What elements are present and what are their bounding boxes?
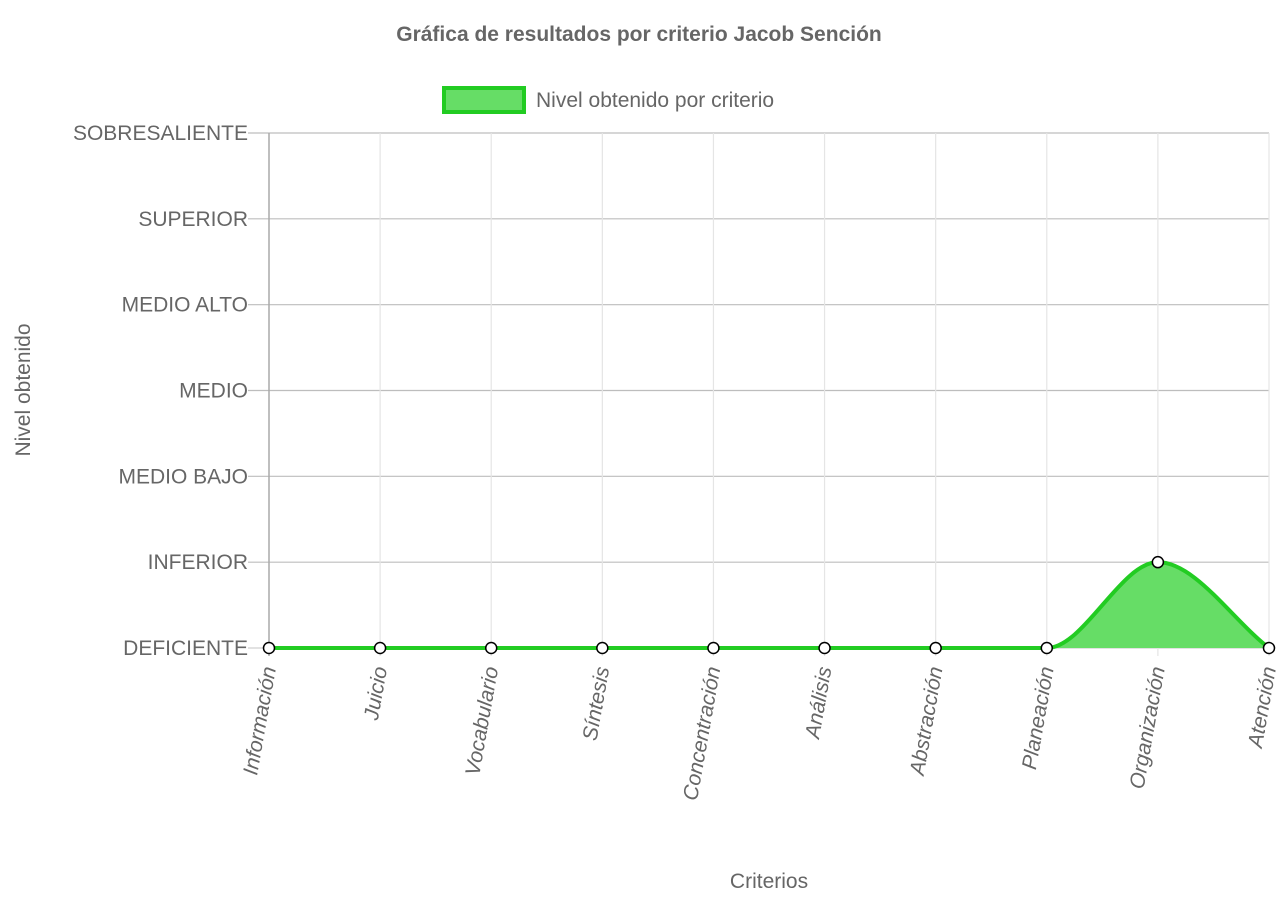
data-point[interactable] [596, 641, 609, 655]
x-tick-label: Vocabulario [461, 665, 503, 778]
x-tick-label: Concentración [679, 665, 725, 802]
y-axis-ticks: DEFICIENTE INFERIOR MEDIO BAJO MEDIO MEDIO A… [73, 122, 248, 660]
data-point[interactable] [1262, 641, 1276, 655]
data-point[interactable] [1151, 555, 1165, 569]
y-tick-label: MEDIO BAJO [118, 465, 248, 488]
data-point[interactable] [262, 641, 276, 655]
series-area [269, 560, 1271, 650]
x-tick-label: Síntesis [579, 664, 615, 742]
y-axis-title: Nivel obtenido [12, 323, 35, 456]
legend[interactable]: Nivel obtenido por criterio [442, 86, 774, 114]
chart-grid [248, 132, 1270, 656]
data-point[interactable] [484, 641, 498, 655]
x-axis-ticks: Información Juicio Vocabulario Síntesis Conc… [239, 664, 1278, 802]
x-axis-title: Criterios [730, 870, 808, 893]
x-tick-label: Atención [1244, 665, 1278, 751]
x-tick-label: Planeación [1018, 665, 1059, 771]
data-point[interactable] [707, 641, 720, 655]
x-tick-label: Abstracción [906, 665, 948, 779]
data-points [262, 555, 1276, 655]
x-tick-label: Información [239, 665, 281, 777]
y-tick-label: MEDIO ALTO [122, 294, 248, 317]
x-tick-label: Organización [1126, 665, 1170, 791]
chart-title: Gráfica de resultados por criterio Jacob… [396, 23, 881, 46]
series-line [269, 560, 1271, 650]
data-point[interactable] [929, 641, 942, 655]
y-tick-label: INFERIOR [148, 551, 248, 574]
series-area-fill [269, 562, 1269, 648]
x-tick-label: Análisis [801, 664, 837, 742]
y-tick-label: MEDIO [179, 380, 248, 403]
y-tick-label: DEFICIENTE [123, 637, 248, 660]
y-tick-label: SOBRESALIENTE [73, 122, 248, 145]
legend-label: Nivel obtenido por criterio [536, 89, 774, 112]
data-point[interactable] [373, 641, 387, 655]
data-point[interactable] [1040, 641, 1054, 655]
y-tick-label: SUPERIOR [138, 208, 248, 231]
x-tick-label: Juicio [360, 665, 392, 723]
legend-swatch [442, 86, 526, 114]
data-point[interactable] [818, 641, 831, 655]
